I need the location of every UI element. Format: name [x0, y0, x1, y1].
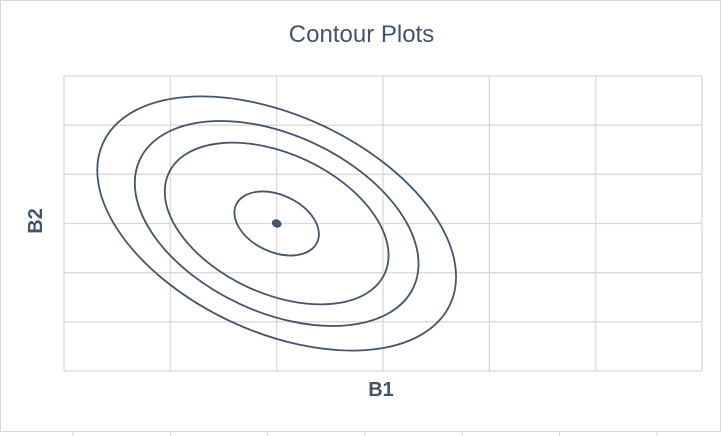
- contour-line: [96, 95, 457, 352]
- contour-line: [133, 120, 420, 327]
- x-axis-label: B1: [368, 379, 394, 401]
- chart-title: Contour Plots: [288, 21, 435, 48]
- contour-line: [233, 190, 320, 257]
- center-point: [271, 219, 282, 228]
- contour-line: [163, 141, 390, 306]
